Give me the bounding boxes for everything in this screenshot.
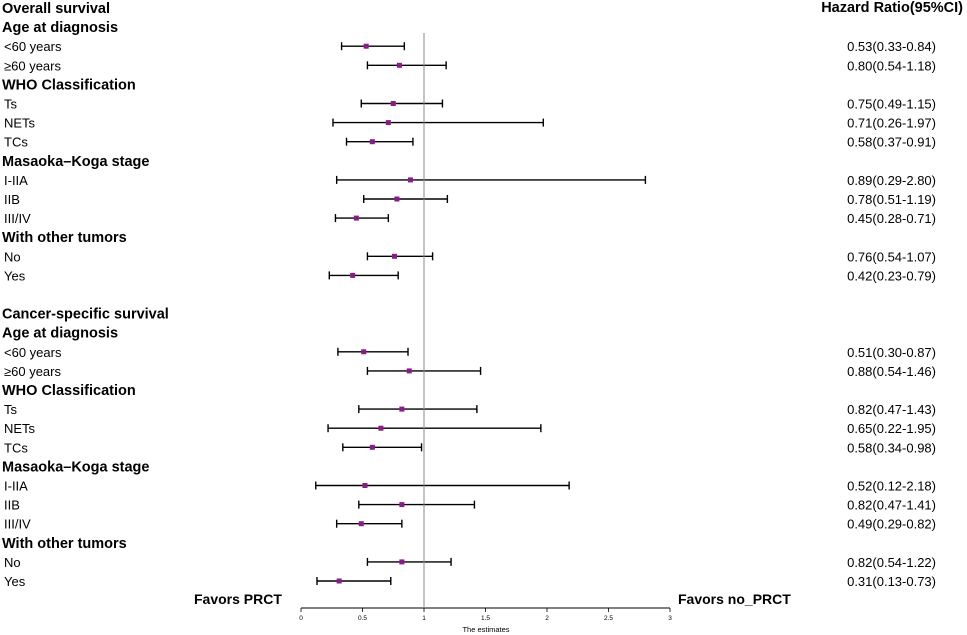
x-tick-label: 0 (299, 615, 303, 622)
x-tick-label: 2 (545, 615, 549, 622)
group-title: Age at diagnosis (2, 20, 118, 36)
hr-point (362, 483, 368, 488)
group-title: With other tumors (2, 536, 127, 552)
hr-point (385, 120, 391, 126)
forest-rows: Overall survival Age at diagnosis <60 year… (2, 1, 936, 589)
hr-value: 0.82(0.47-1.43) (847, 402, 936, 417)
hr-point (350, 272, 356, 278)
hr-point (391, 253, 397, 259)
hr-point (399, 559, 405, 565)
x-axis-label: The estimates (462, 625, 509, 634)
hr-value: 0.89(0.29-2.80) (847, 173, 936, 188)
hr-point (399, 502, 405, 508)
row-label: No (4, 555, 21, 570)
row-label: ≥60 years (4, 364, 61, 379)
hr-value: 0.82(0.54-1.22) (847, 555, 936, 570)
row-label: Ts (4, 97, 18, 112)
hr-value: 0.58(0.34-0.98) (847, 440, 936, 455)
row-label: NETs (4, 421, 36, 436)
hr-point (369, 139, 375, 145)
hr-value: 0.53(0.33-0.84) (847, 39, 936, 54)
hr-value: 0.65(0.22-1.95) (847, 421, 936, 436)
hr-point (369, 444, 375, 450)
x-tick-label: 3 (668, 615, 672, 622)
row-label: I-IIA (4, 479, 28, 494)
hr-value: 0.82(0.47-1.41) (847, 498, 936, 513)
hr-point (394, 196, 400, 202)
row-label: IIB (4, 498, 20, 513)
hr-point (358, 521, 364, 527)
group-title: WHO Classification (2, 383, 136, 399)
hr-value: 0.80(0.54-1.18) (847, 58, 936, 73)
row-label: <60 years (4, 345, 62, 360)
section-title: Cancer-specific survival (2, 307, 169, 323)
hr-value: 0.58(0.37-0.91) (847, 135, 936, 150)
group-title: WHO Classification (2, 77, 136, 93)
hr-value: 0.31(0.13-0.73) (847, 574, 936, 589)
hr-point (336, 578, 342, 584)
group-title: Masaoka–Koga stage (2, 459, 149, 475)
x-tick-label: 1.5 (481, 615, 490, 622)
hr-value: 0.45(0.28-0.71) (847, 211, 936, 226)
group-title: Age at diagnosis (2, 326, 118, 342)
hr-value: 0.76(0.54-1.07) (847, 249, 936, 264)
hr-point (353, 215, 359, 221)
section-title: Overall survival (2, 1, 110, 17)
row-label: Yes (4, 574, 26, 589)
hr-point (407, 177, 413, 183)
row-label: III/IV (4, 211, 31, 226)
row-label: ≥60 years (4, 58, 61, 73)
hr-value: 0.71(0.26-1.97) (847, 116, 936, 131)
row-label: III/IV (4, 517, 31, 532)
x-tick-label: 2.5 (604, 615, 613, 622)
hr-value: 0.42(0.23-0.79) (847, 268, 936, 283)
row-label: IIB (4, 192, 20, 207)
hr-value: 0.75(0.49-1.15) (847, 97, 936, 112)
row-label: Ts (4, 402, 18, 417)
hr-point (361, 349, 367, 355)
hr-point (363, 43, 369, 49)
hr-point (396, 62, 402, 68)
x-tick-label: 0.5 (358, 615, 367, 622)
favors-left-label: Favors PRCT (194, 591, 282, 607)
row-label: TCs (4, 440, 28, 455)
hr-value: 0.88(0.54-1.46) (847, 364, 936, 379)
x-axis: 0 0.5 1 1.5 2 2.5 3 (299, 607, 672, 622)
x-tick-label: 1 (422, 615, 426, 622)
row-label: <60 years (4, 39, 62, 54)
hr-value: 0.49(0.29-0.82) (847, 517, 936, 532)
hr-value: 0.78(0.51-1.19) (847, 192, 936, 207)
hr-value: 0.52(0.12-2.18) (847, 479, 936, 494)
row-label: Yes (4, 268, 26, 283)
group-title: With other tumors (2, 230, 127, 246)
group-title: Masaoka–Koga stage (2, 154, 149, 170)
hr-point (378, 425, 384, 431)
hr-point (390, 101, 396, 106)
hr-point (406, 368, 412, 374)
row-label: TCs (4, 135, 28, 150)
hr-value: 0.51(0.30-0.87) (847, 345, 936, 360)
hr-point (399, 406, 405, 412)
row-label: I-IIA (4, 173, 28, 188)
row-label: NETs (4, 116, 36, 131)
hazard-ratio-header: Hazard Ratio(95%CI) (821, 0, 963, 16)
favors-right-label: Favors no_PRCT (678, 591, 791, 607)
row-label: No (4, 249, 21, 264)
